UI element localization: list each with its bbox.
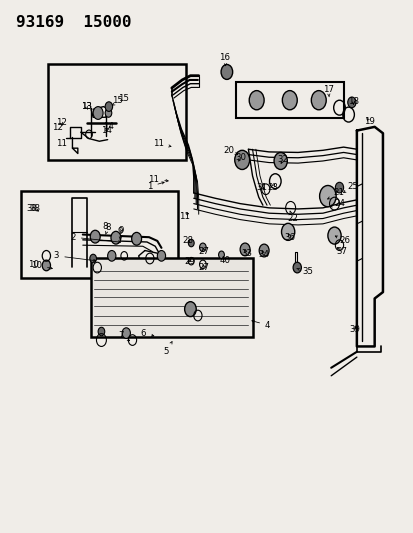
Circle shape [249, 91, 263, 110]
Text: 14: 14 [101, 126, 112, 134]
Circle shape [98, 327, 104, 336]
Text: 9: 9 [118, 228, 123, 239]
Circle shape [131, 232, 141, 245]
Circle shape [105, 109, 112, 117]
Text: 31: 31 [256, 183, 267, 192]
Text: 36: 36 [284, 233, 295, 241]
Circle shape [157, 251, 165, 261]
Circle shape [42, 260, 50, 271]
Text: 38: 38 [27, 205, 38, 213]
Circle shape [319, 185, 335, 207]
Circle shape [347, 97, 355, 108]
Text: 11: 11 [153, 140, 171, 148]
Text: 7: 7 [118, 332, 129, 341]
Text: 39: 39 [349, 325, 360, 334]
Text: 8: 8 [102, 222, 108, 231]
Text: 14: 14 [103, 123, 114, 131]
Text: 38: 38 [30, 205, 41, 213]
Circle shape [335, 182, 343, 193]
Text: 15: 15 [112, 94, 129, 105]
Text: 4: 4 [251, 320, 270, 329]
Circle shape [292, 262, 301, 273]
Circle shape [327, 227, 340, 244]
Text: 93169  15000: 93169 15000 [16, 15, 131, 30]
Text: 3: 3 [54, 252, 95, 262]
Text: 13: 13 [81, 102, 92, 111]
Text: 15: 15 [112, 96, 123, 104]
Circle shape [199, 243, 206, 252]
Text: 29: 29 [184, 257, 195, 265]
Circle shape [107, 251, 116, 261]
Text: 40: 40 [219, 256, 230, 264]
Text: 23: 23 [266, 183, 278, 192]
Circle shape [93, 107, 103, 119]
Circle shape [240, 243, 249, 256]
Text: 35: 35 [296, 268, 313, 276]
Circle shape [90, 230, 100, 243]
Circle shape [105, 102, 112, 111]
Text: 12: 12 [52, 124, 63, 132]
Circle shape [259, 244, 268, 257]
Text: 22: 22 [287, 211, 298, 223]
Bar [91, 258, 252, 337]
Circle shape [282, 91, 297, 110]
Circle shape [122, 328, 130, 338]
Text: 9: 9 [118, 226, 123, 235]
Circle shape [273, 152, 287, 169]
Text: 37: 37 [335, 247, 347, 256]
Text: 34: 34 [258, 251, 269, 259]
Text: 13: 13 [81, 102, 91, 111]
Text: 19: 19 [363, 117, 374, 126]
Bar [47, 64, 186, 160]
Text: 17: 17 [322, 85, 333, 97]
Circle shape [184, 302, 196, 317]
Circle shape [311, 91, 325, 110]
Circle shape [281, 223, 294, 240]
Text: 32: 32 [277, 156, 288, 164]
Text: 25: 25 [343, 182, 358, 192]
Text: 18: 18 [347, 97, 358, 106]
Text: 11: 11 [148, 175, 168, 184]
Text: 24: 24 [329, 199, 345, 208]
Text: 30: 30 [235, 154, 246, 162]
Bar [21, 191, 178, 278]
Circle shape [218, 251, 224, 259]
Text: 8: 8 [105, 223, 111, 235]
Text: 33: 33 [240, 249, 252, 258]
Text: 5: 5 [163, 342, 172, 356]
Text: 20: 20 [223, 146, 237, 155]
Text: 21: 21 [327, 189, 344, 199]
Text: 11: 11 [56, 140, 66, 148]
Text: 2: 2 [70, 233, 120, 243]
Text: 11: 11 [178, 212, 190, 221]
Circle shape [188, 239, 194, 247]
Circle shape [221, 64, 232, 79]
Text: 6: 6 [140, 329, 154, 337]
Text: 27: 27 [198, 247, 209, 256]
Bar [235, 82, 343, 118]
Text: 16: 16 [219, 53, 230, 66]
Circle shape [90, 254, 96, 263]
Text: 1: 1 [147, 182, 164, 191]
Text: 27: 27 [198, 263, 209, 272]
Text: 10: 10 [31, 261, 52, 270]
Circle shape [234, 150, 249, 169]
Text: 10: 10 [28, 261, 38, 269]
Circle shape [111, 231, 121, 244]
Text: 12: 12 [56, 118, 67, 127]
Text: 28: 28 [182, 237, 193, 245]
Text: 26: 26 [335, 236, 350, 245]
